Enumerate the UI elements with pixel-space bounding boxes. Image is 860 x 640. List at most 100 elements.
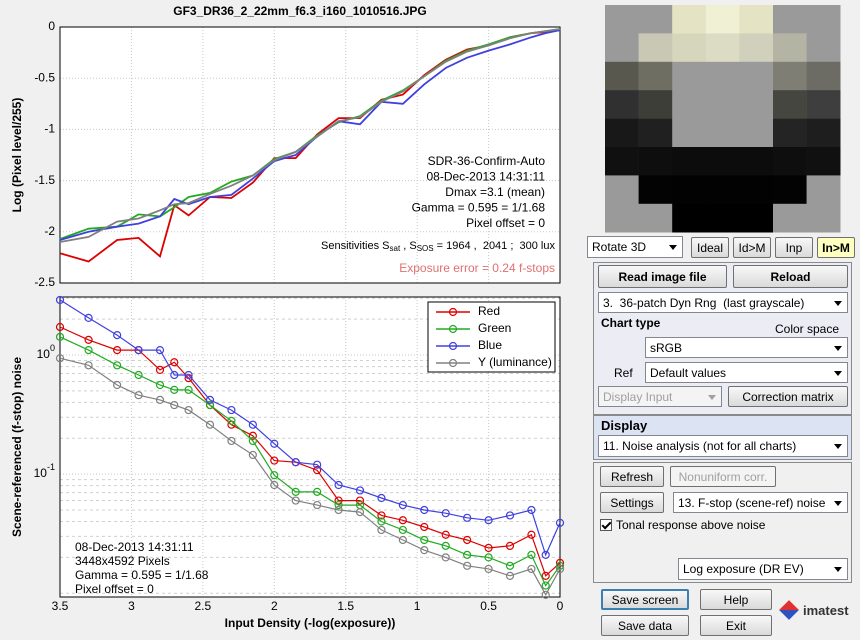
checkbox-label: Tonal response above noise (616, 518, 766, 532)
patch (739, 33, 774, 63)
view-menu[interactable]: Rotate 3D (587, 236, 683, 258)
plot-menu[interactable]: 13. F-stop (scene-ref) noise (673, 492, 848, 513)
reload-button[interactable]: Reload (733, 265, 848, 288)
series-marker (484, 553, 493, 562)
series-marker (205, 420, 215, 429)
patch (806, 147, 841, 176)
patch (739, 147, 774, 176)
patch (773, 90, 807, 119)
patch (605, 5, 639, 34)
checkbox[interactable] (600, 519, 612, 531)
view-button[interactable]: Id>M (733, 237, 771, 258)
series-marker (313, 460, 322, 469)
patch (605, 33, 639, 63)
correction-button[interactable]: Correction matrix (728, 386, 848, 407)
annotation-part: Sensitivities S (321, 240, 389, 252)
series-marker (377, 525, 386, 535)
series-marker (484, 516, 493, 525)
legend-box (427, 301, 556, 373)
series-marker (398, 535, 407, 545)
exposure-menu[interactable]: Log exposure (DR EV) (678, 558, 848, 580)
patch (705, 175, 740, 205)
ref-menu[interactable]: Default values (645, 362, 848, 383)
series-line (59, 28, 561, 243)
series-marker (463, 550, 472, 559)
y-axis-label: Log (Pixel level/255) (10, 98, 24, 213)
series-marker (527, 550, 536, 559)
legend-label: Y (luminance) (478, 355, 552, 369)
view-button[interactable]: In>M (817, 237, 855, 258)
series-line (59, 357, 561, 597)
x-tick-label: 2.5 (195, 599, 212, 613)
patch (605, 118, 639, 148)
series-marker (420, 535, 429, 545)
y-tick-label: -2.5 (34, 275, 55, 289)
display-menu[interactable]: 11. Noise analysis (not for all charts) (598, 435, 848, 457)
patch (638, 118, 673, 148)
settings-button[interactable]: Settings (600, 492, 664, 513)
plot-frame (59, 296, 561, 598)
patch (773, 118, 807, 148)
label: Chart type (601, 316, 661, 330)
plot-area (60, 27, 560, 283)
series-marker (505, 541, 515, 550)
series-marker (505, 511, 515, 520)
x-tick-label: 3 (128, 599, 135, 613)
y-tick-label: 0 (48, 19, 55, 33)
series-marker (441, 553, 450, 562)
patch (705, 203, 740, 233)
series-marker (170, 385, 179, 394)
y-tick-label: 10-1 (34, 463, 55, 481)
read-button[interactable]: Read image file (598, 265, 727, 288)
patch (638, 33, 673, 63)
series-marker (541, 550, 550, 559)
series-marker (505, 571, 515, 580)
patch (638, 61, 673, 91)
series-marker (541, 590, 550, 599)
patch (638, 203, 673, 233)
series-marker (313, 500, 322, 510)
series-marker (248, 431, 257, 440)
patch (672, 5, 707, 34)
patch (773, 61, 807, 91)
series-marker (184, 405, 193, 415)
series-marker (291, 458, 300, 467)
series-line (59, 326, 561, 577)
legend-marker (448, 341, 458, 351)
color-space-menu[interactable]: sRGB (645, 337, 848, 358)
view-button[interactable]: Inp (775, 237, 813, 258)
x-tick-label: 1.5 (337, 599, 354, 613)
series-marker (377, 511, 386, 520)
help-button[interactable]: Help (700, 589, 772, 610)
legend-marker (448, 358, 458, 368)
patch (806, 5, 841, 34)
patch (739, 90, 774, 119)
series-marker (205, 400, 215, 410)
save-screen-button[interactable]: Save screen (601, 589, 689, 610)
series-marker (84, 313, 93, 322)
series-marker (155, 345, 165, 355)
y-axis-label: Scene-referenced (f-stop) noise (10, 357, 24, 537)
series-marker (134, 370, 143, 380)
x-tick-label: 2 (271, 599, 278, 613)
patch (705, 5, 740, 34)
annotation: 08-Dec-2013 14:31:11 (426, 170, 545, 184)
series-marker (420, 505, 429, 515)
series-marker (527, 530, 536, 539)
save-data-button[interactable]: Save data (601, 615, 689, 636)
series-marker (55, 332, 65, 341)
nonuniform-button: Nonuniform corr. (670, 466, 776, 487)
refresh-button[interactable]: Refresh (600, 466, 664, 487)
series-marker (398, 516, 407, 525)
legend-marker (448, 307, 458, 317)
series-marker (205, 395, 215, 404)
chart-menu[interactable]: 3. 36-patch Dyn Rng (last grayscale) (598, 292, 848, 313)
series-marker (484, 543, 493, 553)
x-tick-label: 0.5 (480, 599, 497, 613)
series-marker (541, 581, 550, 590)
exit-button[interactable]: Exit (700, 615, 772, 636)
view-button[interactable]: Ideal (691, 237, 729, 258)
series-marker (227, 405, 236, 415)
